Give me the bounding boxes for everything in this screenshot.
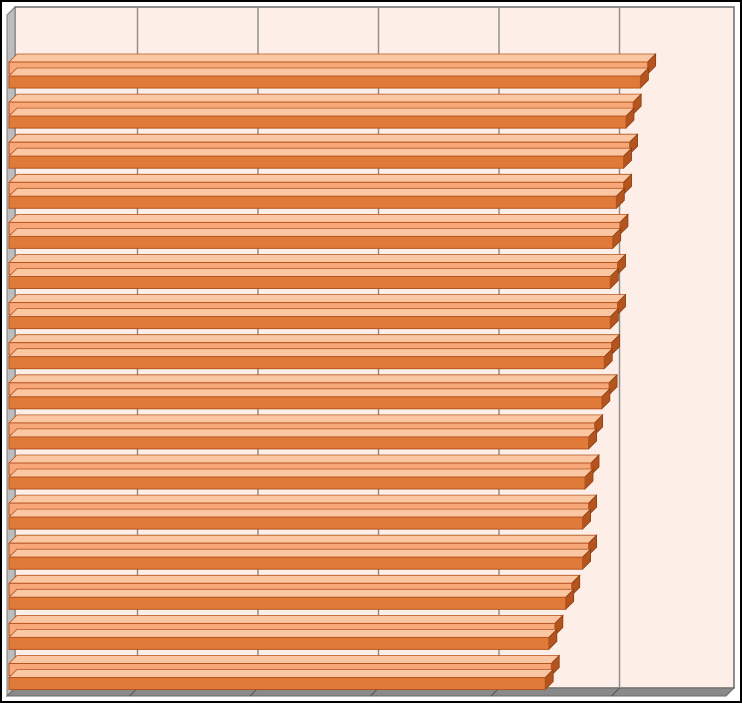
bar-top-4-1 xyxy=(8,228,622,237)
bar-top-1-0 xyxy=(8,93,643,103)
bar-top-15-1 xyxy=(8,669,555,678)
bar-7-1 xyxy=(8,356,605,370)
bar-6-1 xyxy=(8,316,611,330)
bar-2-1 xyxy=(8,155,625,169)
bar-top-10-1 xyxy=(8,468,594,478)
bar-4-1 xyxy=(8,235,614,249)
bar-top-2-0 xyxy=(8,133,639,143)
bar-3-1 xyxy=(8,195,617,209)
bar-13-1 xyxy=(8,596,567,610)
bar-top-14-1 xyxy=(8,629,558,638)
bar-11-1 xyxy=(8,516,584,530)
bar-14-1 xyxy=(8,636,550,650)
bar-15-1 xyxy=(8,677,546,690)
bar-12-1 xyxy=(8,556,584,570)
bar-top-4-0 xyxy=(8,214,629,223)
bar-9-1 xyxy=(8,436,590,450)
bar-10-1 xyxy=(8,476,586,490)
bar-top-12-1 xyxy=(8,548,592,558)
bar-top-9-1 xyxy=(8,428,598,438)
bar-top-1-1 xyxy=(8,107,635,117)
bar-top-6-1 xyxy=(8,308,620,317)
bar-top-13-0 xyxy=(8,574,581,584)
bar-top-0-0 xyxy=(8,53,657,63)
bar-top-14-0 xyxy=(8,615,564,624)
bar-top-8-0 xyxy=(8,374,619,384)
bar-top-11-0 xyxy=(8,494,598,504)
bar-top-5-1 xyxy=(8,268,620,277)
bar-top-12-0 xyxy=(8,534,598,544)
bar-top-13-1 xyxy=(8,588,575,598)
bar-top-5-0 xyxy=(8,254,627,263)
bar-top-9-0 xyxy=(8,414,604,424)
bar-top-7-0 xyxy=(8,334,621,344)
bar-top-15-0 xyxy=(8,655,561,664)
bar-1-1 xyxy=(8,115,627,129)
bar-top-3-0 xyxy=(8,173,633,183)
bar-0-1 xyxy=(8,75,641,89)
floor-gridline-5 xyxy=(611,687,620,697)
bar-top-6-0 xyxy=(8,294,627,303)
bar-top-0-1 xyxy=(8,67,650,77)
bar-top-11-1 xyxy=(8,508,592,518)
bar-top-7-1 xyxy=(8,348,614,358)
bar-top-2-1 xyxy=(8,147,633,157)
bar-top-8-1 xyxy=(8,388,611,398)
bar-top-10-0 xyxy=(8,454,600,464)
bar-8-1 xyxy=(8,396,603,410)
bar-top-3-1 xyxy=(8,187,626,197)
bar-5-1 xyxy=(8,276,611,289)
